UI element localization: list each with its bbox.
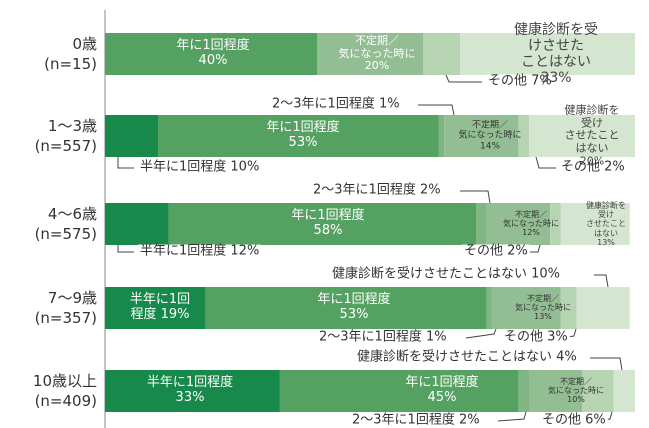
bar-segment [460,33,635,75]
value-label: 不定期／ 気になった時に 12% [503,210,559,238]
value-label: 年に1回程度 58% [291,208,365,238]
bar-segment [518,115,529,157]
value-label: その他 7% [486,73,554,90]
value-label: その他 2% [462,243,530,260]
bar-segment [423,33,461,75]
bar-segment [168,203,476,245]
value-label: 年に1回程度 45% [405,375,479,405]
value-label: 年に1回程度 53% [317,292,391,322]
bar-segment [582,370,614,412]
bar-segment [105,203,169,245]
value-label: 半年に1回程度 33% [146,375,234,405]
value-label: 健康診断を受けさせたことはない 4% [355,349,579,366]
bar-segment [550,203,561,245]
value-label: 2〜3年に1回程度 1% [317,329,449,346]
bar-segment [317,33,423,75]
category-label: 10歳以上 (n=409) [32,371,97,410]
bar-segment [444,115,519,157]
category-label: 4〜6歳 (n=575) [34,204,97,243]
value-label: 健康診断を受けさせたことはない 10% [330,266,563,283]
bar-segment [105,287,206,329]
bar-segment [529,370,582,412]
value-label: 不定期／ 気になった時に 14% [458,120,522,152]
value-label: 2〜3年に1回程度 2% [350,412,482,428]
value-label: 半年に1回 程度 19% [129,292,191,322]
bar-segment [105,370,280,412]
value-label: 2〜3年に1回程度 1% [270,96,402,113]
bar-segment [486,203,551,245]
value-label: 不定期／ 気になった時に 13% [515,294,571,322]
bar-segment [476,203,487,245]
bar-segment [529,115,635,157]
bar-segment [105,115,158,157]
bar-segment [560,203,630,245]
bar-segment [279,370,519,412]
value-label: 健康診断を受けさせた ことはない 33% [514,21,598,87]
bar-segment [486,287,492,329]
bar-segment [438,115,445,157]
bar-segment [205,287,487,329]
value-label: 半年に1回程度 10% [138,159,262,176]
value-label: その他 2% [559,159,627,176]
bar-segment [105,33,317,75]
value-label: その他 3% [502,329,570,346]
category-label: 1〜3歳 (n=557) [34,116,97,155]
value-label: その他 6% [540,412,608,428]
value-label: 不定期／ 気になった時に 10% [548,377,604,405]
category-label: 0歳 (n=15) [44,34,97,73]
value-label: 不定期／ 気になった時に 20% [338,34,416,73]
value-label: 年に1回程度 40% [176,38,250,68]
value-label: 2〜3年に1回程度 2% [311,182,443,199]
bar-segment [613,370,635,412]
category-label: 7〜9歳 (n=357) [34,288,97,327]
value-label: 健康診断を受け させたことはない 13% [586,201,626,247]
bar-segment [491,287,561,329]
bar-segment [158,115,439,157]
value-label: 年に1回程度 53% [266,120,340,150]
bar-segment [576,287,630,329]
bar-segment [518,370,529,412]
value-label: 半年に1回程度 12% [138,243,262,260]
value-label: 健康診断を受け させたことはない 20% [564,103,620,167]
bar-segment [560,287,577,329]
